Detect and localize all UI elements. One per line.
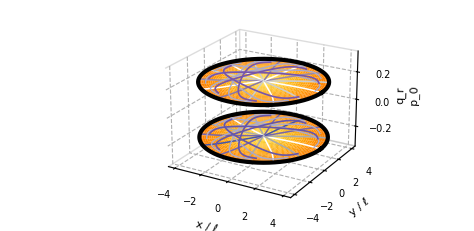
- X-axis label: x / ℓ: x / ℓ: [194, 218, 218, 231]
- Y-axis label: y / ℓ: y / ℓ: [348, 196, 371, 217]
